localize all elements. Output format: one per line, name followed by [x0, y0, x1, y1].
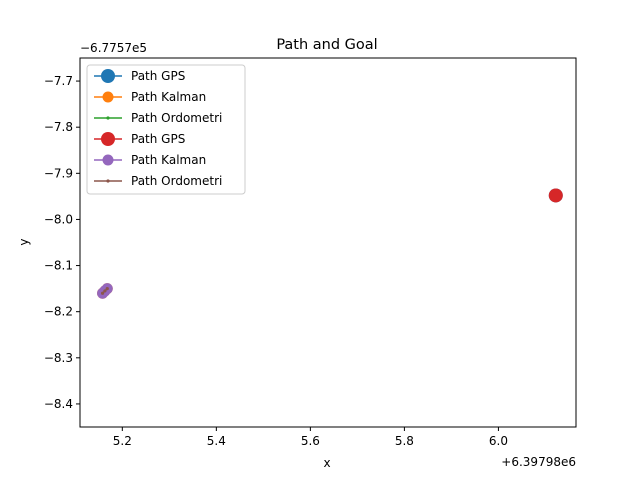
y-axis-label: y	[17, 238, 31, 245]
y-tick-label: −8.3	[44, 351, 73, 365]
legend-swatch-marker	[102, 91, 114, 103]
legend: Path GPS Path Kalman Path Ordometri Path GP…	[86, 64, 246, 195]
legend-label: Path Kalman	[131, 90, 206, 104]
legend-box	[86, 64, 246, 195]
legend-item: Path GPS	[94, 69, 185, 83]
y-tick-label: −8.2	[44, 305, 73, 319]
data-point	[105, 287, 109, 291]
legend-label: Path Kalman	[131, 153, 206, 167]
legend-label: Path GPS	[131, 132, 185, 146]
chart-title: Path and Goal	[276, 37, 377, 53]
x-axis-ticks: 5.2 5.4 5.6 5.8 6.0	[113, 427, 508, 448]
legend-swatch-marker	[106, 116, 110, 120]
y-tick-label: −7.9	[44, 166, 73, 180]
y-tick-label: −8.1	[44, 259, 73, 273]
legend-swatch-marker	[101, 132, 115, 146]
data-point	[100, 291, 105, 295]
legend-label: Path Ordometri	[131, 111, 222, 125]
legend-swatch-marker	[101, 69, 115, 83]
legend-item: Path Kalman	[94, 90, 206, 104]
y-offset-label: −6.7757e5	[80, 41, 147, 55]
legend-item: Path GPS	[94, 132, 185, 146]
series-4	[548, 188, 563, 203]
legend-label: Path GPS	[131, 69, 185, 83]
data-point	[103, 289, 107, 293]
y-tick-label: −8.4	[44, 397, 73, 411]
legend-item: Path Ordometri	[94, 174, 222, 188]
x-tick-label: 5.8	[395, 434, 414, 448]
legend-swatch-marker	[102, 154, 114, 166]
legend-swatch-marker	[106, 179, 110, 183]
x-tick-label: 6.0	[489, 434, 508, 448]
legend-label: Path Ordometri	[131, 174, 222, 188]
legend-item: Path Ordometri	[94, 111, 222, 125]
x-axis-label: x	[323, 456, 330, 470]
data-point	[548, 188, 563, 203]
plot-frame	[79, 57, 577, 428]
x-offset-label: +6.39798e6	[501, 455, 576, 469]
y-axis-ticks: −7.7 −7.8 −7.9 −8.0 −8.1 −8.2 −8.3 −8.4	[44, 74, 80, 411]
legend-item: Path Kalman	[94, 153, 206, 167]
plot-area	[97, 188, 563, 299]
series-6	[100, 287, 109, 295]
x-tick-label: 5.6	[301, 434, 320, 448]
y-tick-label: −7.8	[44, 120, 73, 134]
x-tick-label: 5.4	[207, 434, 226, 448]
y-tick-label: −8.0	[44, 212, 73, 226]
y-tick-label: −7.7	[44, 74, 73, 88]
x-tick-label: 5.2	[113, 434, 132, 448]
